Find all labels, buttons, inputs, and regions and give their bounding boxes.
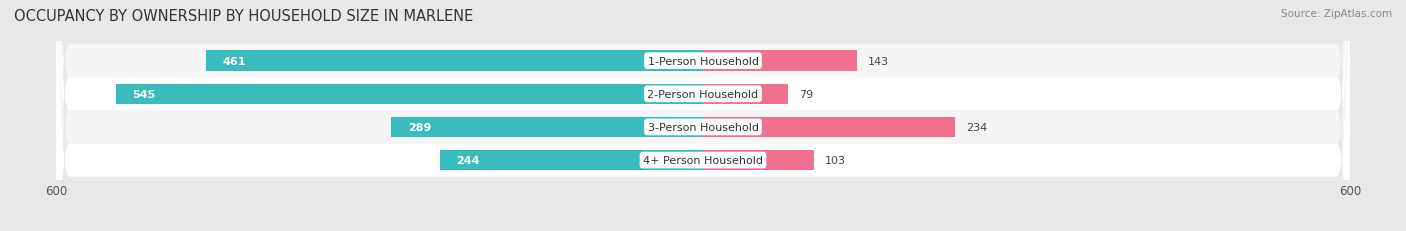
- FancyBboxPatch shape: [56, 0, 1350, 231]
- Text: 1-Person Household: 1-Person Household: [648, 56, 758, 66]
- Text: 4+ Person Household: 4+ Person Household: [643, 155, 763, 165]
- Text: 143: 143: [868, 56, 889, 66]
- FancyBboxPatch shape: [56, 0, 1350, 231]
- Bar: [703, 150, 814, 171]
- Bar: [440, 150, 703, 171]
- Bar: [703, 117, 955, 138]
- Text: 3-Person Household: 3-Person Household: [648, 122, 758, 132]
- Text: 244: 244: [456, 155, 479, 165]
- Text: Source: ZipAtlas.com: Source: ZipAtlas.com: [1281, 9, 1392, 19]
- Text: 289: 289: [408, 122, 432, 132]
- FancyBboxPatch shape: [56, 0, 1350, 231]
- Text: 545: 545: [132, 89, 155, 99]
- Bar: [391, 117, 703, 138]
- Bar: [115, 84, 703, 105]
- Bar: [703, 84, 789, 105]
- Legend: Owner-occupied, Renter-occupied: Owner-occupied, Renter-occupied: [574, 228, 832, 231]
- Text: 79: 79: [799, 89, 813, 99]
- Bar: [703, 51, 858, 72]
- Text: 2-Person Household: 2-Person Household: [647, 89, 759, 99]
- Text: 461: 461: [222, 56, 246, 66]
- Text: 234: 234: [966, 122, 987, 132]
- Text: OCCUPANCY BY OWNERSHIP BY HOUSEHOLD SIZE IN MARLENE: OCCUPANCY BY OWNERSHIP BY HOUSEHOLD SIZE…: [14, 9, 474, 24]
- Bar: [207, 51, 703, 72]
- FancyBboxPatch shape: [56, 0, 1350, 231]
- Text: 103: 103: [825, 155, 846, 165]
